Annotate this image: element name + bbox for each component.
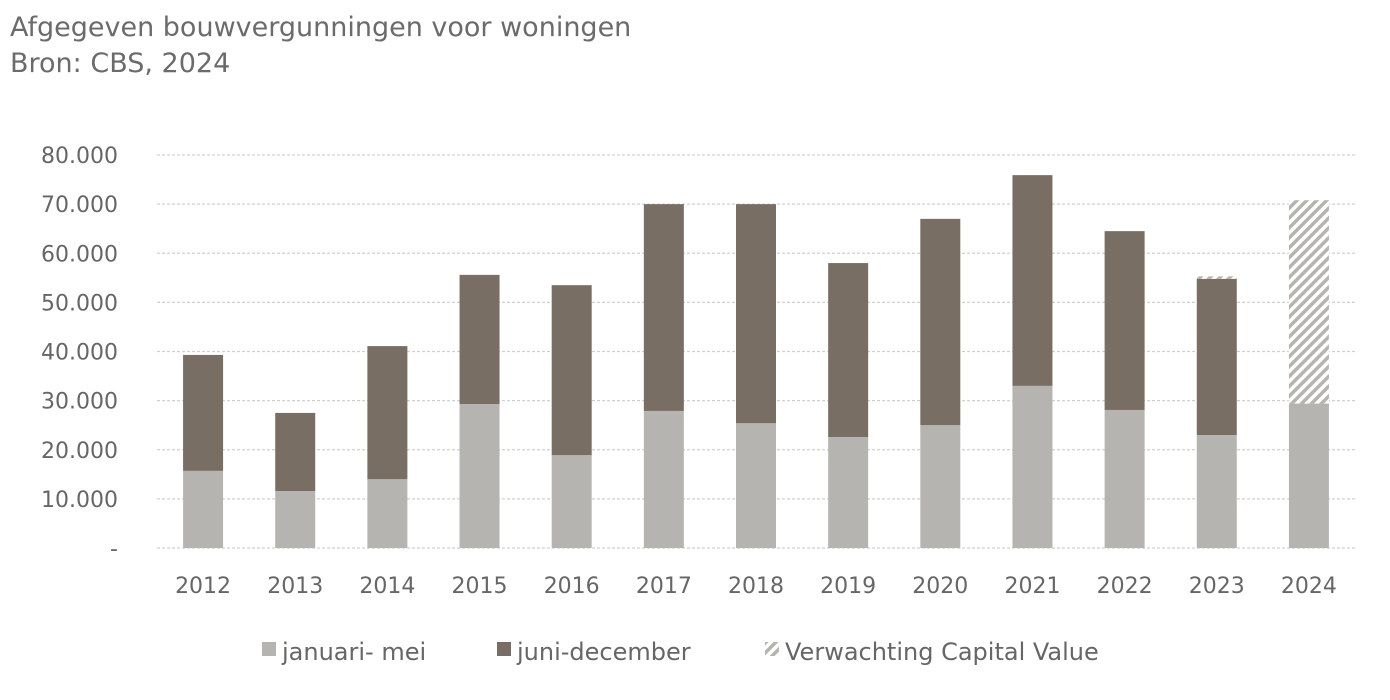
bar-juni-december-2018 (736, 204, 776, 424)
bar-juni-december-2014 (367, 346, 408, 480)
legend-label: Verwachting Capital Value (785, 638, 1099, 666)
bar-juni-december-2012 (183, 354, 224, 471)
x-tick-label: 2020 (912, 574, 968, 599)
bar-januari-mei-2024 (1288, 403, 1329, 548)
bar-juni-december-2013 (275, 412, 316, 492)
x-tick-label: 2012 (175, 574, 231, 599)
x-tick-label: 2016 (544, 574, 600, 599)
y-tick-label: 30.000 (41, 390, 118, 415)
bar-januari-mei-2014 (367, 479, 408, 548)
y-tick-label: 80.000 (41, 144, 118, 169)
bar-juni-december-2020 (920, 218, 961, 426)
x-tick-label: 2013 (267, 574, 323, 599)
bar-juni-december-2016 (551, 285, 592, 456)
y-tick-label: 20.000 (41, 439, 118, 464)
bar-januari-mei-2018 (736, 423, 776, 548)
bar-januari-mei-2021 (1012, 385, 1053, 548)
bar-juni-december-2017 (643, 204, 684, 411)
legend-label: juni-december (516, 638, 691, 666)
bar-januari-mei-2016 (551, 455, 592, 548)
chart-title-text: Afgegeven bouwvergunningen voor woningen (10, 12, 632, 43)
x-tick-label: 2015 (452, 574, 508, 599)
x-tick-label: 2022 (1097, 574, 1153, 599)
y-tick-label: 70.000 (41, 193, 118, 218)
y-tick-label: 60.000 (41, 242, 118, 267)
x-tick-label: 2019 (820, 574, 876, 599)
legend-swatch (497, 642, 511, 656)
x-tick-label: 2018 (728, 574, 784, 599)
legend-swatch (262, 642, 276, 656)
bar-juni-december-2015 (459, 274, 500, 405)
bar-verwachting-2024 (1288, 200, 1329, 404)
x-tick-label: 2021 (1004, 574, 1060, 599)
chart-title: Afgegeven bouwvergunningen voor woningen… (10, 10, 631, 82)
x-tick-label: 2024 (1281, 574, 1337, 599)
bar-januari-mei-2022 (1104, 409, 1145, 548)
y-tick-label: 40.000 (41, 341, 118, 366)
bar-januari-mei-2017 (643, 410, 684, 548)
y-tick-label: 10.000 (41, 488, 118, 513)
y-tick-label: 50.000 (41, 291, 118, 316)
x-tick-label: 2023 (1189, 574, 1245, 599)
x-tick-label: 2017 (636, 574, 692, 599)
x-tick-label: 2014 (359, 574, 415, 599)
y-tick-label: - (110, 537, 118, 562)
chart-subtitle: Bron: CBS, 2024 (10, 48, 231, 79)
bar-januari-mei-2012 (183, 470, 224, 548)
bar-juni-december-2019 (828, 263, 869, 437)
bar-januari-mei-2013 (275, 491, 316, 548)
bar-januari-mei-2023 (1196, 435, 1237, 548)
bar-juni-december-2021 (1012, 175, 1053, 386)
bar-januari-mei-2020 (920, 425, 961, 548)
bar-januari-mei-2015 (459, 404, 500, 548)
bar-juni-december-2022 (1104, 231, 1145, 410)
legend-label: januari- mei (281, 638, 426, 666)
legend-swatch (765, 642, 779, 656)
bar-juni-december-2023 (1196, 278, 1237, 436)
bar-januari-mei-2019 (828, 436, 869, 548)
bar-verwachting-2023 (1196, 276, 1237, 279)
